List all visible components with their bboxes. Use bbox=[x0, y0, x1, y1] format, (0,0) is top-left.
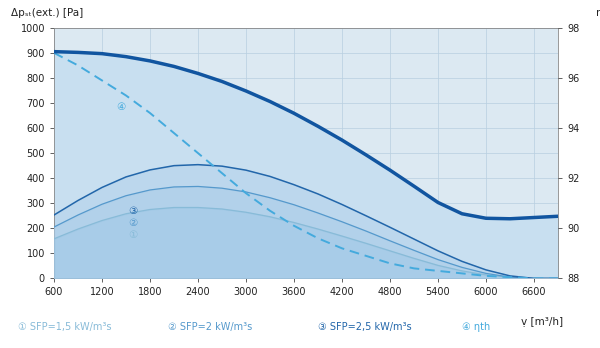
Text: ① SFP=1,5 kW/m³s: ① SFP=1,5 kW/m³s bbox=[18, 322, 112, 332]
Text: ④ ηth: ④ ηth bbox=[462, 322, 490, 332]
Text: ①: ① bbox=[128, 230, 137, 240]
Text: Δpₛₜ(ext.) [Pa]: Δpₛₜ(ext.) [Pa] bbox=[11, 8, 83, 18]
Text: ②: ② bbox=[128, 218, 137, 228]
Text: ṿ [m³/h]: ṿ [m³/h] bbox=[521, 316, 563, 326]
Text: ηth [%]: ηth [%] bbox=[596, 8, 600, 18]
Text: ③ SFP=2,5 kW/m³s: ③ SFP=2,5 kW/m³s bbox=[318, 322, 412, 332]
Text: ② SFP=2 kW/m³s: ② SFP=2 kW/m³s bbox=[168, 322, 252, 332]
Text: ④: ④ bbox=[116, 102, 125, 112]
Text: ③: ③ bbox=[128, 206, 137, 216]
